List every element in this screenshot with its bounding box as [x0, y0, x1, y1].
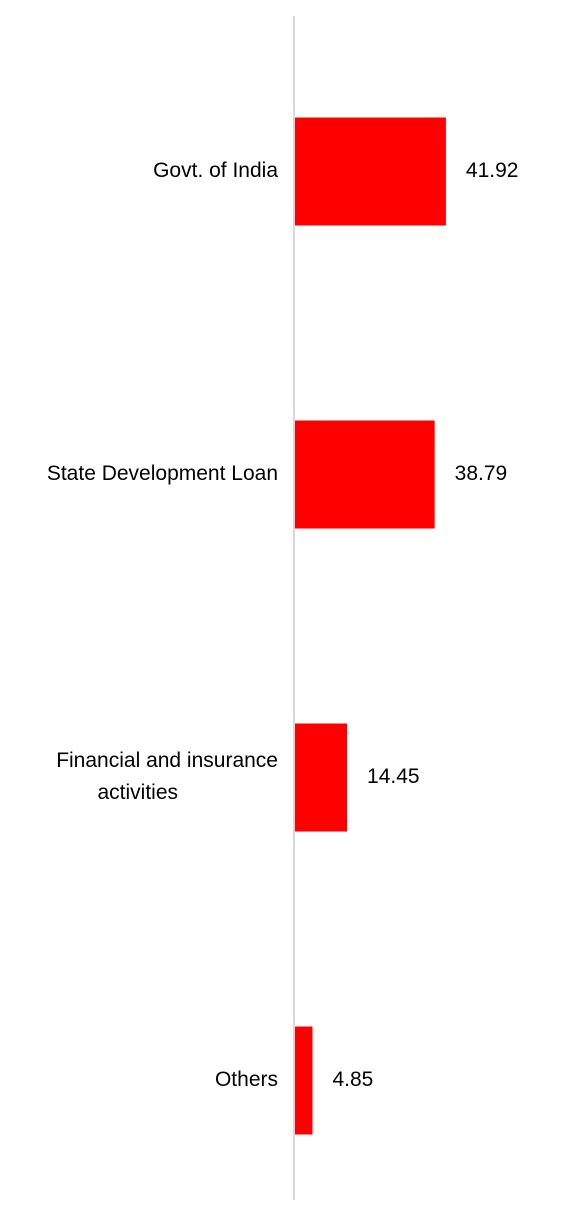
- category-label-0: Govt. of India: [153, 159, 278, 182]
- value-label-3: 4.85: [332, 1068, 373, 1091]
- value-label-0: 41.92: [466, 159, 519, 182]
- category-label-line: Govt. of India: [153, 159, 278, 182]
- category-label-1: State Development Loan: [47, 462, 278, 485]
- value-label-2: 14.45: [367, 765, 420, 788]
- category-label-3: Others: [215, 1068, 278, 1091]
- bar-1: [295, 420, 435, 529]
- labels-layer: 41.92 Govt. of India 38.79 State Developmen…: [47, 159, 519, 1091]
- category-label-line: State Development Loan: [47, 462, 278, 485]
- category-label-line: Financial and insurance: [56, 749, 278, 772]
- value-label-1: 38.79: [455, 462, 508, 485]
- bars-layer: [295, 117, 446, 1135]
- bar-0: [295, 117, 446, 226]
- category-label-line: activities: [97, 781, 178, 804]
- bar-3: [295, 1026, 313, 1135]
- category-label-2: Financial and insurance activities: [56, 749, 278, 804]
- category-label-line: Others: [215, 1068, 278, 1091]
- bar-2: [295, 723, 348, 832]
